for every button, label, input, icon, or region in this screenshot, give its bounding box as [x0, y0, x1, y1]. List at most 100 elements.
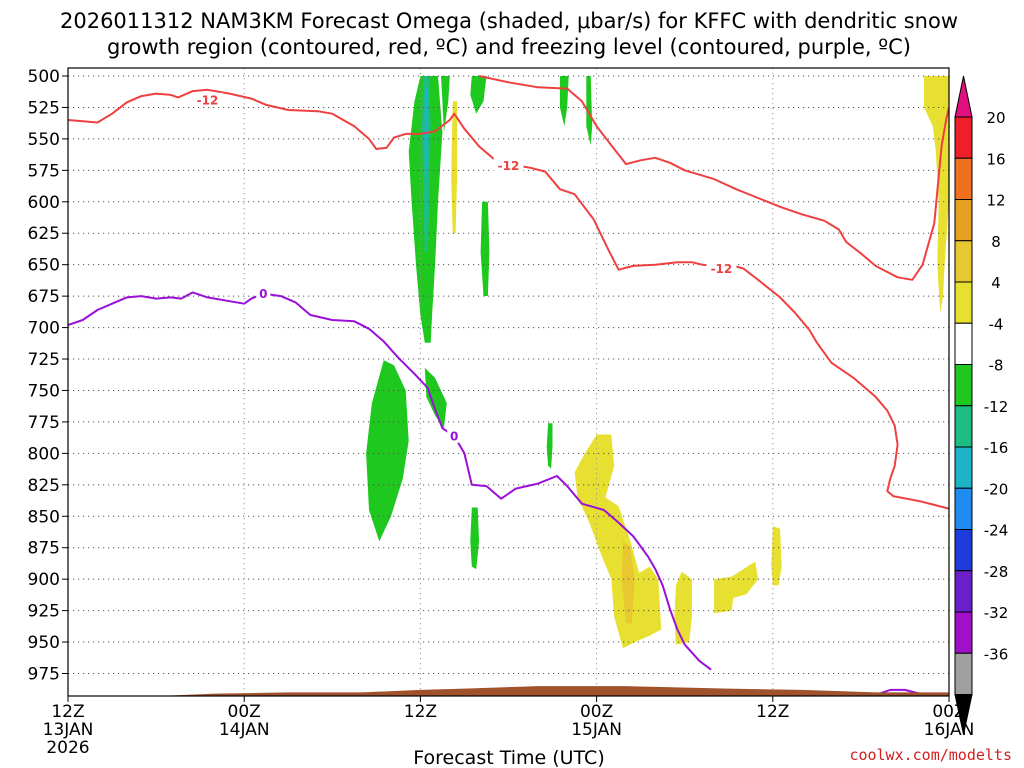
y-tick-label-750: 750: [28, 381, 60, 401]
colorbar-segment-9: [954, 487, 973, 530]
temperature-contours: [68, 75, 949, 696]
plot-area: [68, 68, 949, 696]
contour-labels: -12 -12 -12 0 0: [192, 92, 737, 443]
colorbar-tick-9: -20: [984, 480, 1009, 498]
contour-label-bg-0-0: [192, 92, 223, 107]
y-tick-label-800: 800: [28, 444, 60, 464]
omega-shading: [366, 76, 949, 649]
contour-line-2: [68, 291, 712, 671]
omega-region-12: [451, 101, 458, 234]
x-tick-label-0-0: 12Z: [51, 702, 84, 722]
contour-label-0-0: -12: [197, 93, 219, 107]
x-tick-label-48-0: 12Z: [756, 702, 789, 722]
colorbar-segment-12: [954, 611, 973, 654]
x-tick-label-36-1: 15JAN: [571, 720, 622, 740]
colorbar-tick-1: 16: [986, 150, 1005, 168]
colorbar-segment-10: [954, 529, 973, 572]
x-tick-label-0-1: 13JAN: [43, 720, 94, 740]
x-tick-label-12-0: 00Z: [228, 702, 261, 722]
contour-label-bg-0-2: [706, 261, 737, 276]
colorbar-segment-2: [954, 199, 973, 242]
x-tick-label-0-2: 2026: [46, 738, 89, 758]
colorbar-tick-2: 12: [986, 192, 1005, 210]
contour-label-bg-2-1: [447, 428, 462, 443]
colorbar-segment-3: [954, 240, 973, 283]
omega-region-17: [771, 526, 782, 586]
contour-line-1: [478, 75, 949, 281]
omega-region-8: [470, 507, 480, 570]
colorbar-tick-13: -36: [984, 645, 1009, 663]
y-tick-label-675: 675: [28, 287, 60, 307]
contour-label-bg-2-0: [256, 286, 271, 301]
colorbar-top-arrow: [954, 75, 973, 118]
x-axis-label: Forecast Time (UTC): [413, 747, 604, 768]
omega-region-4: [470, 76, 487, 114]
colorbar-tick-0: 20: [986, 109, 1005, 127]
colorbar-tick-8: -16: [984, 439, 1009, 457]
colorbar-segment-0: [954, 116, 973, 159]
x-tick-label-36-0: 00Z: [580, 702, 613, 722]
omega-region-10: [559, 76, 569, 127]
colorbar-tick-7: -12: [984, 398, 1009, 416]
y-tick-label-500: 500: [28, 67, 60, 87]
chart-title-line-2: growth region (contoured, red, ºC) and f…: [107, 35, 911, 59]
y-tick-label-600: 600: [28, 193, 60, 213]
contour-label-bg-0-1: [493, 158, 524, 173]
omega-region-9: [546, 423, 553, 469]
x-tick-label-12-1: 14JAN: [219, 720, 270, 740]
y-tick-label-650: 650: [28, 256, 60, 276]
colorbar-segment-4: [954, 281, 973, 324]
colorbar-segment-5: [954, 322, 973, 365]
colorbar-segment-7: [954, 405, 973, 448]
colorbar-segment-6: [954, 364, 973, 407]
contour-label-2-0: 0: [259, 287, 267, 301]
omega-region-14: [621, 541, 635, 624]
y-tick-label-550: 550: [28, 130, 60, 150]
credit-text: coolwx.com/modelts: [849, 746, 1012, 764]
omega-region-7: [480, 201, 490, 297]
y-tick-label-875: 875: [28, 539, 60, 559]
y-tick-label-525: 525: [28, 98, 60, 118]
omega-region-5: [424, 367, 447, 429]
colorbar-segment-8: [954, 446, 973, 489]
contour-label-0-1: -12: [498, 159, 520, 173]
colorbar-tick-6: -8: [989, 357, 1004, 375]
y-tick-label-975: 975: [28, 665, 60, 685]
omega-region-1: [441, 76, 450, 133]
y-tick-label-700: 700: [28, 319, 60, 339]
colorbar-segment-13: [954, 652, 973, 695]
contour-line-0: [68, 88, 949, 510]
grid-lines: [68, 68, 949, 696]
y-tick-label-775: 775: [28, 413, 60, 433]
contour-label-0-2: -12: [711, 262, 733, 276]
colorbar-tick-3: 8: [991, 233, 1001, 251]
colorbar: 20 16 12 8 4 -4 -8 -12 -16 -20 -24 -28 -32 -36: [954, 75, 1009, 735]
x-tick-label-24-0: 12Z: [404, 702, 437, 722]
omega-region-11: [586, 76, 593, 146]
colorbar-segment-1: [954, 157, 973, 200]
chart-title-line-1: 2026011312 NAM3KM Forecast Omega (shaded…: [60, 9, 958, 33]
terrain-fill: [159, 686, 949, 696]
x-tick-label-60-1: 16JAN: [924, 720, 975, 740]
y-tick-label-850: 850: [28, 507, 60, 527]
colorbar-tick-5: -4: [989, 315, 1004, 333]
omega-region-13: [574, 434, 662, 649]
contour-label-2-1: 0: [450, 429, 458, 443]
omega-region-16: [714, 561, 759, 614]
y-tick-label-925: 925: [28, 602, 60, 622]
colorbar-segment-11: [954, 570, 973, 613]
colorbar-tick-10: -24: [984, 522, 1009, 540]
colorbar-tick-4: 4: [991, 274, 1001, 292]
omega-region-6: [366, 360, 409, 542]
y-tick-label-725: 725: [28, 350, 60, 370]
colorbar-bottom-arrow: [954, 694, 973, 735]
plot-frame: [67, 67, 950, 697]
omega-region-15: [674, 571, 692, 645]
y-tick-label-825: 825: [28, 476, 60, 496]
y-tick-label-575: 575: [28, 161, 60, 181]
y-tick-label-900: 900: [28, 570, 60, 590]
colorbar-tick-11: -28: [984, 563, 1009, 581]
y-tick-label-950: 950: [28, 633, 60, 653]
terrain-shape: [159, 686, 949, 696]
